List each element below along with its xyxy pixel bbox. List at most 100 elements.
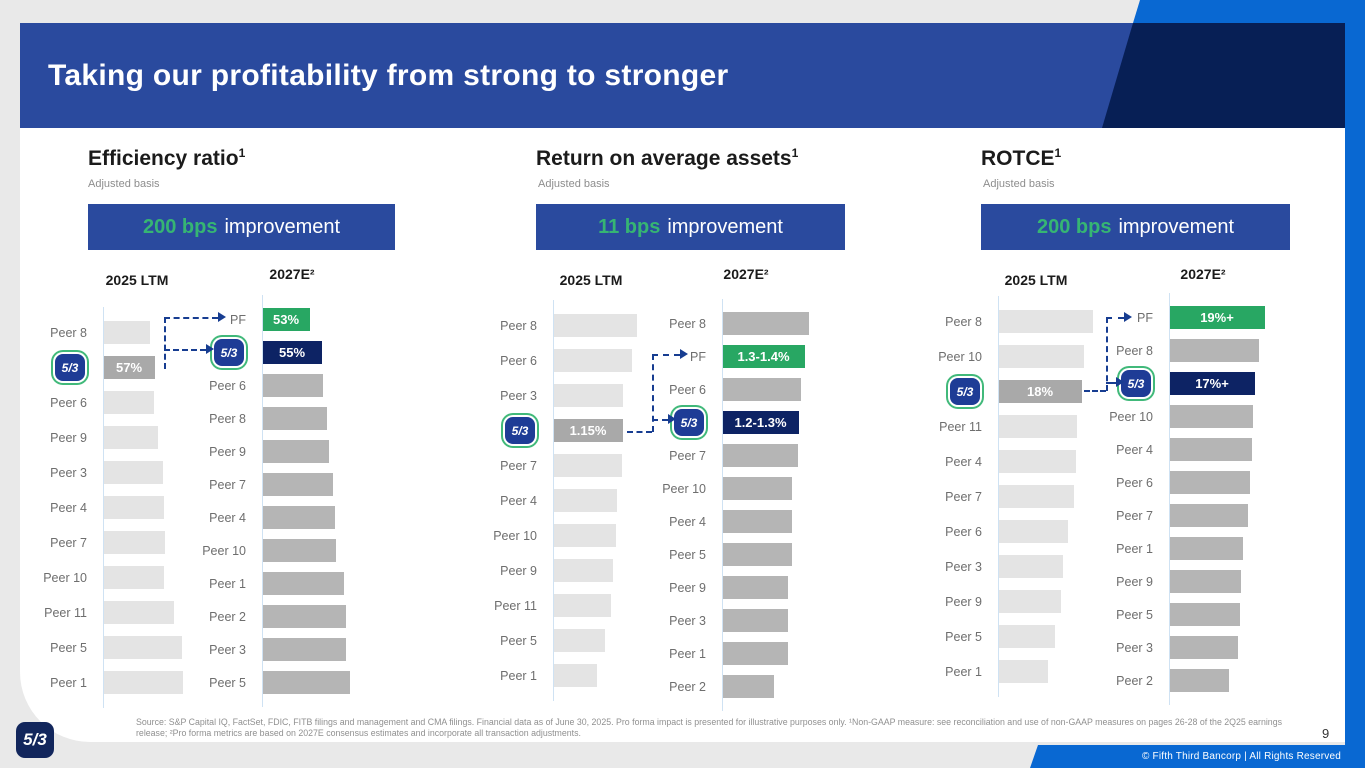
chart-row: Peer 10 bbox=[632, 472, 809, 505]
panel-subtitle: Adjusted basis bbox=[983, 178, 1055, 190]
chart-row: Peer 4 bbox=[632, 505, 809, 538]
row-label: Peer 9 bbox=[669, 580, 706, 595]
chart-row: Peer 9 bbox=[172, 435, 350, 468]
bar-peer-8 bbox=[722, 312, 809, 335]
row-label: Peer 4 bbox=[945, 454, 982, 469]
column-header-2025: 2025 LTM bbox=[105, 272, 169, 288]
chart-row: Peer 1 bbox=[632, 637, 809, 670]
panel-title: Efficiency ratio1 bbox=[88, 146, 246, 170]
bar-peer-10 bbox=[262, 539, 336, 562]
row-logo-cell: 5/3 bbox=[13, 354, 97, 381]
row-label: Peer 5 bbox=[50, 640, 87, 655]
bar-peer-9 bbox=[103, 426, 158, 449]
chart-row: Peer 1 bbox=[172, 567, 350, 600]
row-label: Peer 6 bbox=[669, 382, 706, 397]
row-label: Peer 1 bbox=[669, 646, 706, 661]
efficiency-2027-chart: PF 53% 5/3 55% Peer 6 Peer 8 Peer 9 Peer 7 Peer … bbox=[172, 295, 350, 707]
row-label: Peer 5 bbox=[500, 633, 537, 648]
improvement-banner: 11 bps improvement bbox=[536, 204, 845, 250]
bar-5-3: 55% bbox=[262, 341, 322, 364]
row-label: Peer 1 bbox=[50, 675, 87, 690]
chart-row: 5/3 18% bbox=[908, 374, 1093, 409]
arrow-line bbox=[652, 354, 654, 432]
row-logo-cell: 5/3 bbox=[463, 417, 547, 444]
arrow-line bbox=[1106, 317, 1108, 391]
bar-peer-3 bbox=[553, 384, 623, 407]
column-header-2027: 2027E² bbox=[269, 266, 315, 282]
arrow-line bbox=[1084, 390, 1106, 392]
row-label: Peer 4 bbox=[669, 514, 706, 529]
column-header-2027: 2027E² bbox=[723, 266, 769, 282]
chart-row: Peer 3 bbox=[1079, 631, 1265, 664]
bar-peer-9 bbox=[998, 590, 1061, 613]
chart-row: Peer 5 bbox=[1079, 598, 1265, 631]
chart-row: Peer 9 bbox=[1079, 565, 1265, 598]
chart-row: 5/3 17%+ bbox=[1079, 367, 1265, 400]
source-footnote: Source: S&P Capital IQ, FactSet, FDIC, F… bbox=[136, 717, 1282, 738]
chart-row: Peer 3 bbox=[172, 633, 350, 666]
chart-row: Peer 4 bbox=[172, 501, 350, 534]
chart-row: Peer 6 bbox=[1079, 466, 1265, 499]
bar-peer-4 bbox=[722, 510, 792, 533]
chart-row: Peer 7 bbox=[463, 448, 637, 483]
chart-row: Peer 4 bbox=[908, 444, 1093, 479]
bar-peer-10 bbox=[998, 345, 1084, 368]
bar-peer-1 bbox=[1169, 537, 1243, 560]
bar-peer-5 bbox=[103, 636, 182, 659]
bar-5-3: 18% bbox=[998, 380, 1082, 403]
bar-peer-4 bbox=[103, 496, 164, 519]
bar-5-3: 17%+ bbox=[1169, 372, 1255, 395]
chart-row: Peer 5 bbox=[13, 630, 183, 665]
row-label: Peer 1 bbox=[945, 664, 982, 679]
chart-row: PF 19%+ bbox=[1079, 301, 1265, 334]
chart-row: Peer 5 bbox=[908, 619, 1093, 654]
row-label: Peer 7 bbox=[50, 535, 87, 550]
chart-row: PF 1.3-1.4% bbox=[632, 340, 809, 373]
fifth-third-logo: 5/3 bbox=[55, 354, 85, 381]
bar-peer-2 bbox=[1169, 669, 1229, 692]
row-label: Peer 3 bbox=[945, 559, 982, 574]
chart-row: Peer 3 bbox=[13, 455, 183, 490]
bar-peer-7 bbox=[1169, 504, 1248, 527]
bar-peer-6 bbox=[262, 374, 323, 397]
row-label: Peer 5 bbox=[1116, 607, 1153, 622]
panel-title: ROTCE1 bbox=[981, 146, 1062, 170]
arrow-line bbox=[627, 431, 652, 433]
bar-peer-6 bbox=[553, 349, 632, 372]
row-label: Peer 4 bbox=[209, 510, 246, 525]
chart-row: Peer 6 bbox=[13, 385, 183, 420]
bar-peer-9 bbox=[262, 440, 329, 463]
bar-peer-6 bbox=[103, 391, 154, 414]
row-label: Peer 10 bbox=[202, 543, 246, 558]
chart-row: Peer 2 bbox=[632, 670, 809, 703]
rotce-2027-chart: PF 19%+ Peer 8 5/3 17%+ Peer 10 Peer 4 Peer 6 Pe… bbox=[1079, 293, 1265, 705]
chart-row: Peer 10 bbox=[13, 560, 183, 595]
page-number: 9 bbox=[1322, 726, 1330, 741]
row-label: Peer 7 bbox=[945, 489, 982, 504]
chart-row: Peer 6 bbox=[172, 369, 350, 402]
bar-peer-10 bbox=[722, 477, 792, 500]
chart-row: Peer 4 bbox=[1079, 433, 1265, 466]
row-label: Peer 1 bbox=[1116, 541, 1153, 556]
row-label: Peer 9 bbox=[50, 430, 87, 445]
bar-pf: 1.3-1.4% bbox=[722, 345, 805, 368]
bar-peer-7 bbox=[262, 473, 333, 496]
chart-row: 5/3 57% bbox=[13, 350, 183, 385]
chart-row: Peer 8 bbox=[632, 307, 809, 340]
row-label: Peer 9 bbox=[945, 594, 982, 609]
bar-pf: 53% bbox=[262, 308, 310, 331]
chart-row: 5/3 55% bbox=[172, 336, 350, 369]
row-label: Peer 6 bbox=[500, 353, 537, 368]
chart-row: Peer 7 bbox=[1079, 499, 1265, 532]
arrow-line bbox=[1106, 317, 1124, 319]
row-label: Peer 6 bbox=[1116, 475, 1153, 490]
bar-peer-10 bbox=[1169, 405, 1253, 428]
row-label: Peer 11 bbox=[44, 605, 87, 620]
copyright-bar: © Fifth Third Bancorp | All Rights Reser… bbox=[1030, 745, 1365, 768]
chart-row: Peer 9 bbox=[13, 420, 183, 455]
bar-peer-9 bbox=[1169, 570, 1241, 593]
bar-5-3: 57% bbox=[103, 356, 155, 379]
bar-peer-2 bbox=[262, 605, 346, 628]
chart-row: Peer 11 bbox=[908, 409, 1093, 444]
fifth-third-logo: 5/3 bbox=[950, 378, 980, 405]
